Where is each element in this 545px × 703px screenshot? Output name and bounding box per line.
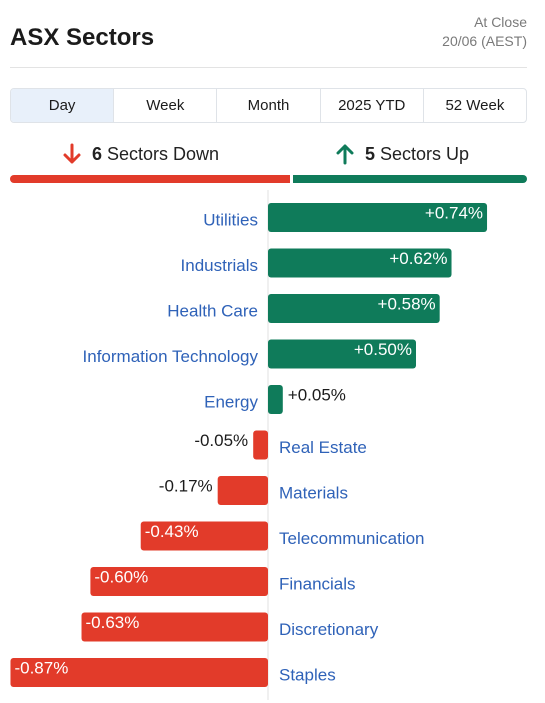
sector-label[interactable]: Financials [279,575,356,594]
sector-value-label: +0.62% [389,249,447,268]
sector-value-label: -0.43% [145,522,199,541]
market-status: At Close [474,14,527,30]
sector-label[interactable]: Industrials [181,256,258,275]
sectors-up-ratio-bar [293,175,527,183]
sector-bar[interactable] [10,658,268,687]
sector-label[interactable]: Utilities [203,211,258,230]
tab-52-week[interactable]: 52 Week [422,89,526,122]
sector-bar[interactable] [268,339,416,369]
sector-bar[interactable] [268,203,488,232]
sector-value-label: +0.74% [425,204,483,223]
tab-ytd[interactable]: 2025 YTD [319,89,423,122]
sector-value-label: -0.17% [159,477,213,496]
sector-bar[interactable] [268,248,452,278]
sector-value-label: -0.63% [86,613,140,632]
sector-bar[interactable] [81,612,269,642]
sector-label[interactable]: Real Estate [279,438,367,457]
sector-value-label: -0.60% [94,568,148,587]
sector-label[interactable]: Information Technology [83,347,259,366]
sectors-down-ratio-bar [10,175,291,183]
sector-label[interactable]: Materials [279,484,348,503]
sector-value-label: +0.05% [288,386,346,405]
sectors-down-label: Sectors Down [107,143,220,164]
sector-bar[interactable] [253,430,268,460]
sector-value-label: -0.05% [194,431,248,450]
sector-label[interactable]: Discretionary [279,620,379,639]
sector-label[interactable]: Health Care [167,302,258,321]
sector-value-label: +0.50% [354,340,412,359]
sector-bar[interactable] [90,567,269,596]
page-title: ASX Sectors [10,24,155,51]
sector-bar-chart: Utilities +0.74% Industrials +0.62% Health C… [10,190,488,700]
sector-label[interactable]: Staples [279,666,336,685]
sector-bar[interactable] [140,521,268,551]
sectors-up-summary: 5 Sectors Up [335,140,469,168]
sectors-down-count: 6 [92,143,103,164]
tab-month[interactable]: Month [216,89,319,122]
header-divider [10,67,527,68]
arrow-down-icon [63,143,81,164]
sector-value-label: -0.87% [14,659,68,678]
tab-week[interactable]: Week [113,89,216,122]
sectors-down-summary: 6 Sectors Down [62,140,219,168]
sector-label[interactable]: Energy [204,393,258,412]
sector-bar[interactable] [268,294,440,323]
sector-value-label: +0.58% [378,295,436,314]
tab-day[interactable]: Day [11,89,114,122]
close-info: At Close 20/06 (AEST) [442,13,527,51]
sector-label[interactable]: Telecommunication [279,529,425,548]
sector-bar[interactable] [268,385,283,414]
period-tabs: Day Week Month 2025 YTD 52 Week [10,88,527,123]
sectors-up-count: 5 [365,143,376,164]
arrow-up-icon [336,144,354,165]
sector-bar[interactable] [217,476,268,505]
sectors-up-label: Sectors Up [380,143,470,164]
close-date: 20/06 (AEST) [442,33,527,49]
